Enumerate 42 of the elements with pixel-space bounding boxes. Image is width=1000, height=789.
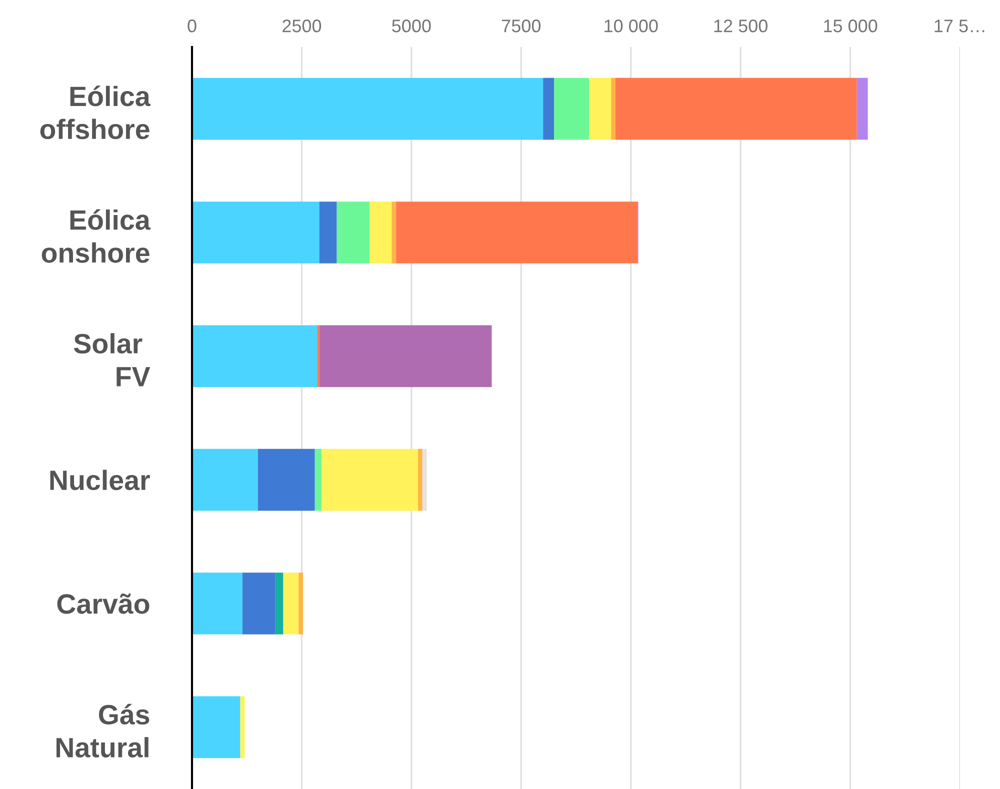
bar: [611, 78, 616, 140]
bar: [543, 78, 554, 140]
x-tick-label: 12 500: [714, 20, 768, 32]
y-tick-label: Solar FV: [74, 333, 150, 386]
bar: [422, 448, 427, 511]
bar: [275, 572, 284, 634]
bar: [258, 448, 315, 511]
bar: [283, 572, 299, 634]
y-tick-label: Gás Natural: [56, 704, 150, 758]
bar: [192, 78, 544, 140]
x-tick-label: 17 5…: [934, 20, 984, 32]
bar: [856, 78, 868, 140]
y-tick-label: Nuclear: [50, 470, 150, 490]
bar: [319, 325, 492, 388]
bar: [336, 202, 370, 264]
x-tick-label: 15 000: [824, 20, 878, 32]
x-tick-label: 7500: [502, 20, 541, 32]
x-tick-label: 0: [188, 20, 196, 32]
bar: [589, 78, 612, 140]
bar: [396, 202, 638, 264]
bar: [321, 448, 418, 511]
x-tick-label: 2500: [282, 20, 322, 32]
bar: [418, 448, 422, 511]
x-tick-label: 10 000: [604, 20, 658, 32]
bar: [192, 572, 242, 634]
bar: [192, 696, 240, 758]
bar: [392, 202, 396, 264]
bar: [298, 572, 304, 634]
bar: [615, 78, 857, 140]
bar: [192, 448, 258, 511]
bar: [370, 202, 392, 264]
bar: [314, 448, 322, 511]
bar: [319, 202, 337, 264]
y-tick-label: Eólica offshore: [40, 86, 151, 140]
bar: [554, 78, 590, 140]
y-tick-label: Eólica onshore: [42, 209, 151, 263]
bar: [242, 572, 276, 634]
bar: [192, 325, 318, 388]
x-tick-label: 5000: [392, 20, 431, 32]
bar: [192, 202, 320, 264]
y-tick-label: Carvão: [57, 594, 150, 614]
bar: [240, 696, 245, 758]
